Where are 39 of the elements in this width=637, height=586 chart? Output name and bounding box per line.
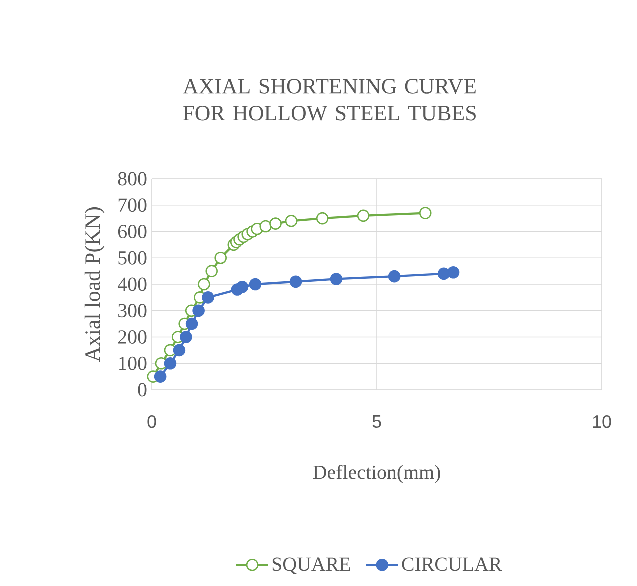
y-axis-title: Axial load P(KN) <box>84 208 105 362</box>
point <box>447 266 460 279</box>
point <box>330 273 343 286</box>
chart-title: AXIAL SHORTENING CURVE FOR HOLLOW STEEL TUBES <box>183 79 476 121</box>
y-tick-label: 100 <box>119 356 147 370</box>
y-tick-label: 500 <box>118 251 147 265</box>
point <box>316 212 329 225</box>
point <box>154 370 167 383</box>
point <box>186 318 198 330</box>
legend-label: SQUARE <box>272 558 350 574</box>
y-tick-label: 200 <box>118 330 147 344</box>
point <box>198 278 210 291</box>
point <box>202 292 214 304</box>
point <box>419 207 432 220</box>
y-tick-label: 800 <box>118 172 147 186</box>
legend-label: CIRCULAR <box>402 558 502 572</box>
x-tick-label: 10 <box>593 415 612 428</box>
point <box>260 220 272 233</box>
y-tick-label: 600 <box>118 225 147 238</box>
point <box>192 304 205 318</box>
point <box>206 265 218 278</box>
x-tick-label: 0 <box>148 415 156 428</box>
y-tick-label: 300 <box>118 304 147 318</box>
x-axis-title: Deflection(mm) <box>313 465 440 484</box>
y-tick-label: 700 <box>118 198 147 212</box>
y-tick-label: 400 <box>118 278 147 292</box>
point <box>285 215 298 228</box>
point <box>290 276 302 288</box>
point <box>164 357 177 370</box>
point <box>173 344 186 357</box>
x-tick-label: 5 <box>372 416 382 428</box>
y-tick-label: 0 <box>138 383 147 397</box>
point <box>180 331 192 344</box>
point <box>249 278 262 291</box>
point <box>214 252 228 264</box>
point <box>388 270 401 283</box>
point <box>270 218 282 230</box>
point <box>357 210 370 222</box>
point <box>236 280 249 294</box>
